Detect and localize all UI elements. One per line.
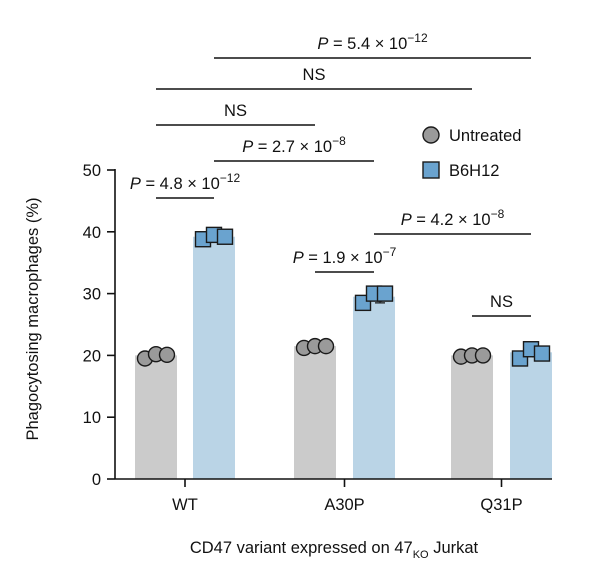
point-a30p-untreated-3	[317, 337, 335, 355]
y-tick-label-30: 30	[83, 286, 101, 304]
p-exponent: −8	[491, 207, 505, 221]
significance-label-8: P = 5.4 × 10−12	[317, 31, 428, 53]
x-tick-label-wt: WT	[172, 496, 198, 514]
legend-label-b6h12: B6H12	[449, 162, 499, 180]
point-wt-untreated-3	[158, 346, 176, 363]
significance-label-5: P = 4.2 × 10−8	[401, 207, 505, 229]
y-tick-label-50: 50	[83, 162, 101, 180]
significance-label-7: NS	[303, 66, 326, 84]
x-axis-label-main: CD47 variant expressed on 47	[190, 539, 413, 557]
x-axis-label: CD47 variant expressed on 47KO Jurkat	[190, 539, 479, 561]
p-mantissa: = 2.7 × 10	[253, 138, 332, 156]
point-wt-b6h12-3	[216, 228, 234, 245]
point-a30p-b6h12-3	[376, 285, 394, 302]
p-symbol: P	[293, 249, 304, 267]
bar-wt-untreated	[135, 355, 177, 479]
y-tick-label-0: 0	[92, 471, 101, 489]
p-exponent: −7	[383, 245, 397, 259]
significance-label-2: P = 1.9 × 10−7	[293, 245, 397, 267]
x-axis-label-subscript: KO	[413, 549, 429, 561]
bar-wt-b6h12	[193, 236, 235, 479]
p-exponent: −8	[332, 134, 346, 148]
x-tick-label-q31p: Q31P	[480, 496, 522, 514]
significance-label-1: P = 4.8 × 10−12	[130, 171, 241, 193]
legend: Untreated B6H12	[422, 126, 521, 180]
point-q31p-untreated-3	[474, 347, 492, 364]
legend-marker-b6h12	[422, 161, 440, 179]
points-layer	[136, 226, 551, 367]
bar-a30p-untreated	[294, 346, 336, 479]
p-mantissa: = 4.8 × 10	[141, 175, 220, 193]
p-mantissa: = 4.2 × 10	[412, 211, 491, 229]
p-exponent: −12	[407, 31, 428, 45]
y-tick-label-40: 40	[83, 224, 101, 242]
bar-q31p-b6h12	[510, 352, 552, 479]
p-symbol: P	[130, 175, 141, 193]
x-axis-label-tail: Jurkat	[429, 539, 479, 557]
bar-a30p-b6h12	[353, 296, 395, 479]
y-tick-label-10: 10	[83, 409, 101, 427]
p-symbol: P	[242, 138, 253, 156]
legend-label-untreated: Untreated	[449, 127, 521, 145]
p-exponent: −12	[220, 171, 241, 185]
y-axis-label: Phagocytosing macrophages (%)	[24, 197, 42, 440]
p-mantissa: = 5.4 × 10	[328, 35, 407, 53]
x-tick-label-a30p: A30P	[324, 496, 364, 514]
axes-layer: 0 10 20 30 40 50 WT A30P Q31P	[83, 162, 552, 514]
p-symbol: P	[317, 35, 328, 53]
bar-q31p-untreated	[451, 355, 493, 479]
p-symbol: P	[401, 211, 412, 229]
significance-label-6: NS	[224, 102, 247, 120]
point-q31p-b6h12-3	[533, 345, 551, 362]
y-tick-label-20: 20	[83, 347, 101, 365]
legend-marker-untreated	[422, 126, 440, 144]
significance-label-3: NS	[490, 293, 513, 311]
bars-layer	[135, 236, 552, 479]
significance-label-4: P = 2.7 × 10−8	[242, 134, 346, 156]
p-mantissa: = 1.9 × 10	[304, 249, 383, 267]
